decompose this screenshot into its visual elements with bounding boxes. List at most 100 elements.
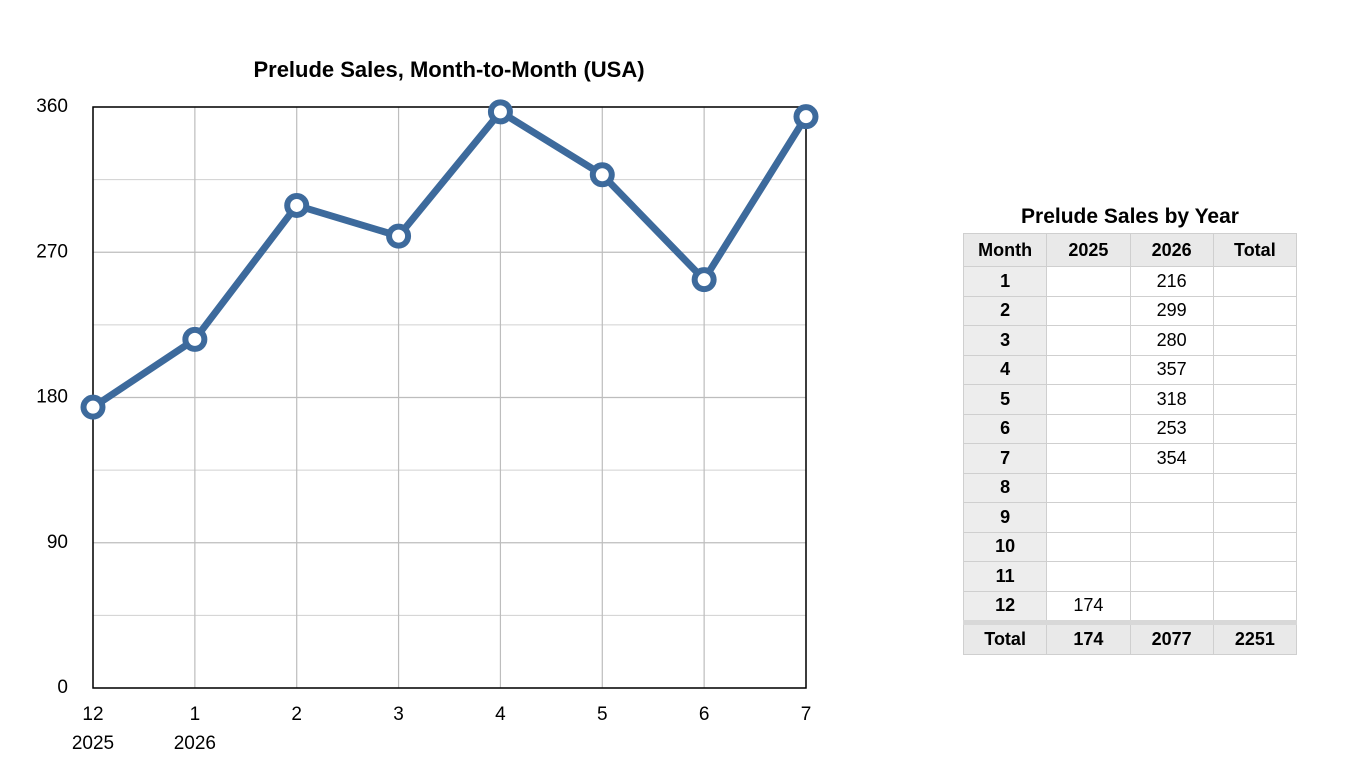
table-cell: [1046, 266, 1131, 297]
table-cell: [1212, 266, 1298, 297]
table-row: 12 174: [962, 590, 1298, 623]
table-cell: 7: [962, 443, 1048, 474]
table-cell: 253: [1129, 413, 1214, 444]
table-cell: 174: [1046, 590, 1131, 623]
table-cell: [1212, 325, 1298, 356]
point-marker: [589, 162, 615, 188]
table-cell: 174: [1046, 620, 1131, 655]
table-cell: [1046, 384, 1131, 415]
table-title: Prelude Sales by Year: [1021, 205, 1239, 228]
table-row: 10: [962, 531, 1298, 562]
x-tick-label: 6: [699, 704, 710, 725]
table-row: 9: [962, 502, 1298, 533]
table-cell: [1046, 413, 1131, 444]
point-marker: [80, 394, 106, 420]
chart: Prelude Sales, Month-to-Month (USA) 0 90 1…: [36, 57, 819, 754]
table-cell: 9: [962, 502, 1048, 533]
table: Month 2025 2026 Total 1 216 2 299 3 280 4 357 5 318 6 2…: [962, 233, 1298, 655]
table-row: 3 280: [962, 325, 1298, 356]
table-cell: 5: [962, 384, 1048, 415]
table-panel: Prelude Sales by Year Month 2025 2026 Total…: [962, 200, 1298, 655]
table-cell: Month: [962, 233, 1048, 267]
x-tick-label: 3: [393, 704, 404, 725]
table-cell: 2: [962, 295, 1048, 326]
table-cell: 3: [962, 325, 1048, 356]
x-tick-label: 1: [190, 704, 201, 725]
table-row: 1 216: [962, 266, 1298, 297]
table-cell: 216: [1129, 266, 1214, 297]
y-tick-label: 90: [47, 532, 68, 553]
table-cell: [1046, 354, 1131, 385]
series-line: [91, 108, 809, 411]
table-cell: [1212, 354, 1298, 385]
table-row: Total 174 2077 2251: [962, 620, 1298, 655]
table-cell: [1129, 561, 1214, 592]
point-marker: [284, 192, 310, 218]
y-tick-label: 0: [57, 677, 68, 698]
table-cell: 11: [962, 561, 1048, 592]
table-cell: [1212, 502, 1298, 533]
y-tick-label: 360: [36, 96, 68, 117]
point-marker: [182, 326, 208, 352]
x-year-label: 2026: [174, 733, 216, 754]
table-cell: 2077: [1129, 620, 1214, 655]
table-cell: [1212, 531, 1298, 562]
x-year-label: 2025: [72, 733, 114, 754]
x-tick-label: 4: [495, 704, 506, 725]
point-marker: [691, 267, 717, 293]
table-row: 4 357: [962, 354, 1298, 385]
table-row: 7 354: [962, 443, 1298, 474]
table-cell: [1129, 590, 1214, 623]
table-cell: [1129, 502, 1214, 533]
x-tick-label: 12: [82, 704, 103, 725]
table-cell: 6: [962, 413, 1048, 444]
table-cell: [1212, 295, 1298, 326]
table-cell: [1046, 443, 1131, 474]
table-cell: 2025: [1046, 233, 1131, 267]
table-cell: [1046, 502, 1131, 533]
table-cell: [1046, 561, 1131, 592]
table-cell: 318: [1129, 384, 1214, 415]
table-cell: 354: [1129, 443, 1214, 474]
table-cell: [1212, 413, 1298, 444]
table-cell: [1212, 472, 1298, 503]
table-cell: 357: [1129, 354, 1214, 385]
point-marker: [793, 104, 819, 130]
point-marker: [386, 223, 412, 249]
chart-title: Prelude Sales, Month-to-Month (USA): [253, 57, 644, 82]
table-cell: 2251: [1212, 620, 1298, 655]
table-cell: 280: [1129, 325, 1214, 356]
table-cell: [1129, 472, 1214, 503]
x-tick-label: 5: [597, 704, 608, 725]
table-cell: [1046, 295, 1131, 326]
table-cell: 4: [962, 354, 1048, 385]
table-row: Month 2025 2026 Total: [962, 233, 1298, 267]
table-cell: [1212, 384, 1298, 415]
table-cell: [1046, 531, 1131, 562]
table-cell: [1212, 561, 1298, 592]
table-row: 8: [962, 472, 1298, 503]
table-cell: [1212, 590, 1298, 623]
table-cell: [1212, 443, 1298, 474]
point-marker: [487, 99, 513, 125]
table-cell: 10: [962, 531, 1048, 562]
x-tick-label: 7: [801, 704, 812, 725]
table-cell: [1046, 325, 1131, 356]
table-row: 6 253: [962, 413, 1298, 444]
table-cell: [1046, 472, 1131, 503]
table-cell: [1129, 531, 1214, 562]
table-cell: Total: [962, 620, 1048, 655]
table-row: 2 299: [962, 295, 1298, 326]
table-cell: 8: [962, 472, 1048, 503]
table-cell: 12: [962, 590, 1048, 623]
table-cell: 1: [962, 266, 1048, 297]
y-tick-label: 270: [36, 241, 68, 262]
table-cell: 299: [1129, 295, 1214, 326]
x-tick-label: 2: [291, 704, 302, 725]
table-cell: Total: [1212, 233, 1298, 267]
table-row: 5 318: [962, 384, 1298, 415]
y-tick-label: 180: [36, 387, 68, 408]
table-cell: 2026: [1129, 233, 1214, 267]
table-row: 11: [962, 561, 1298, 592]
